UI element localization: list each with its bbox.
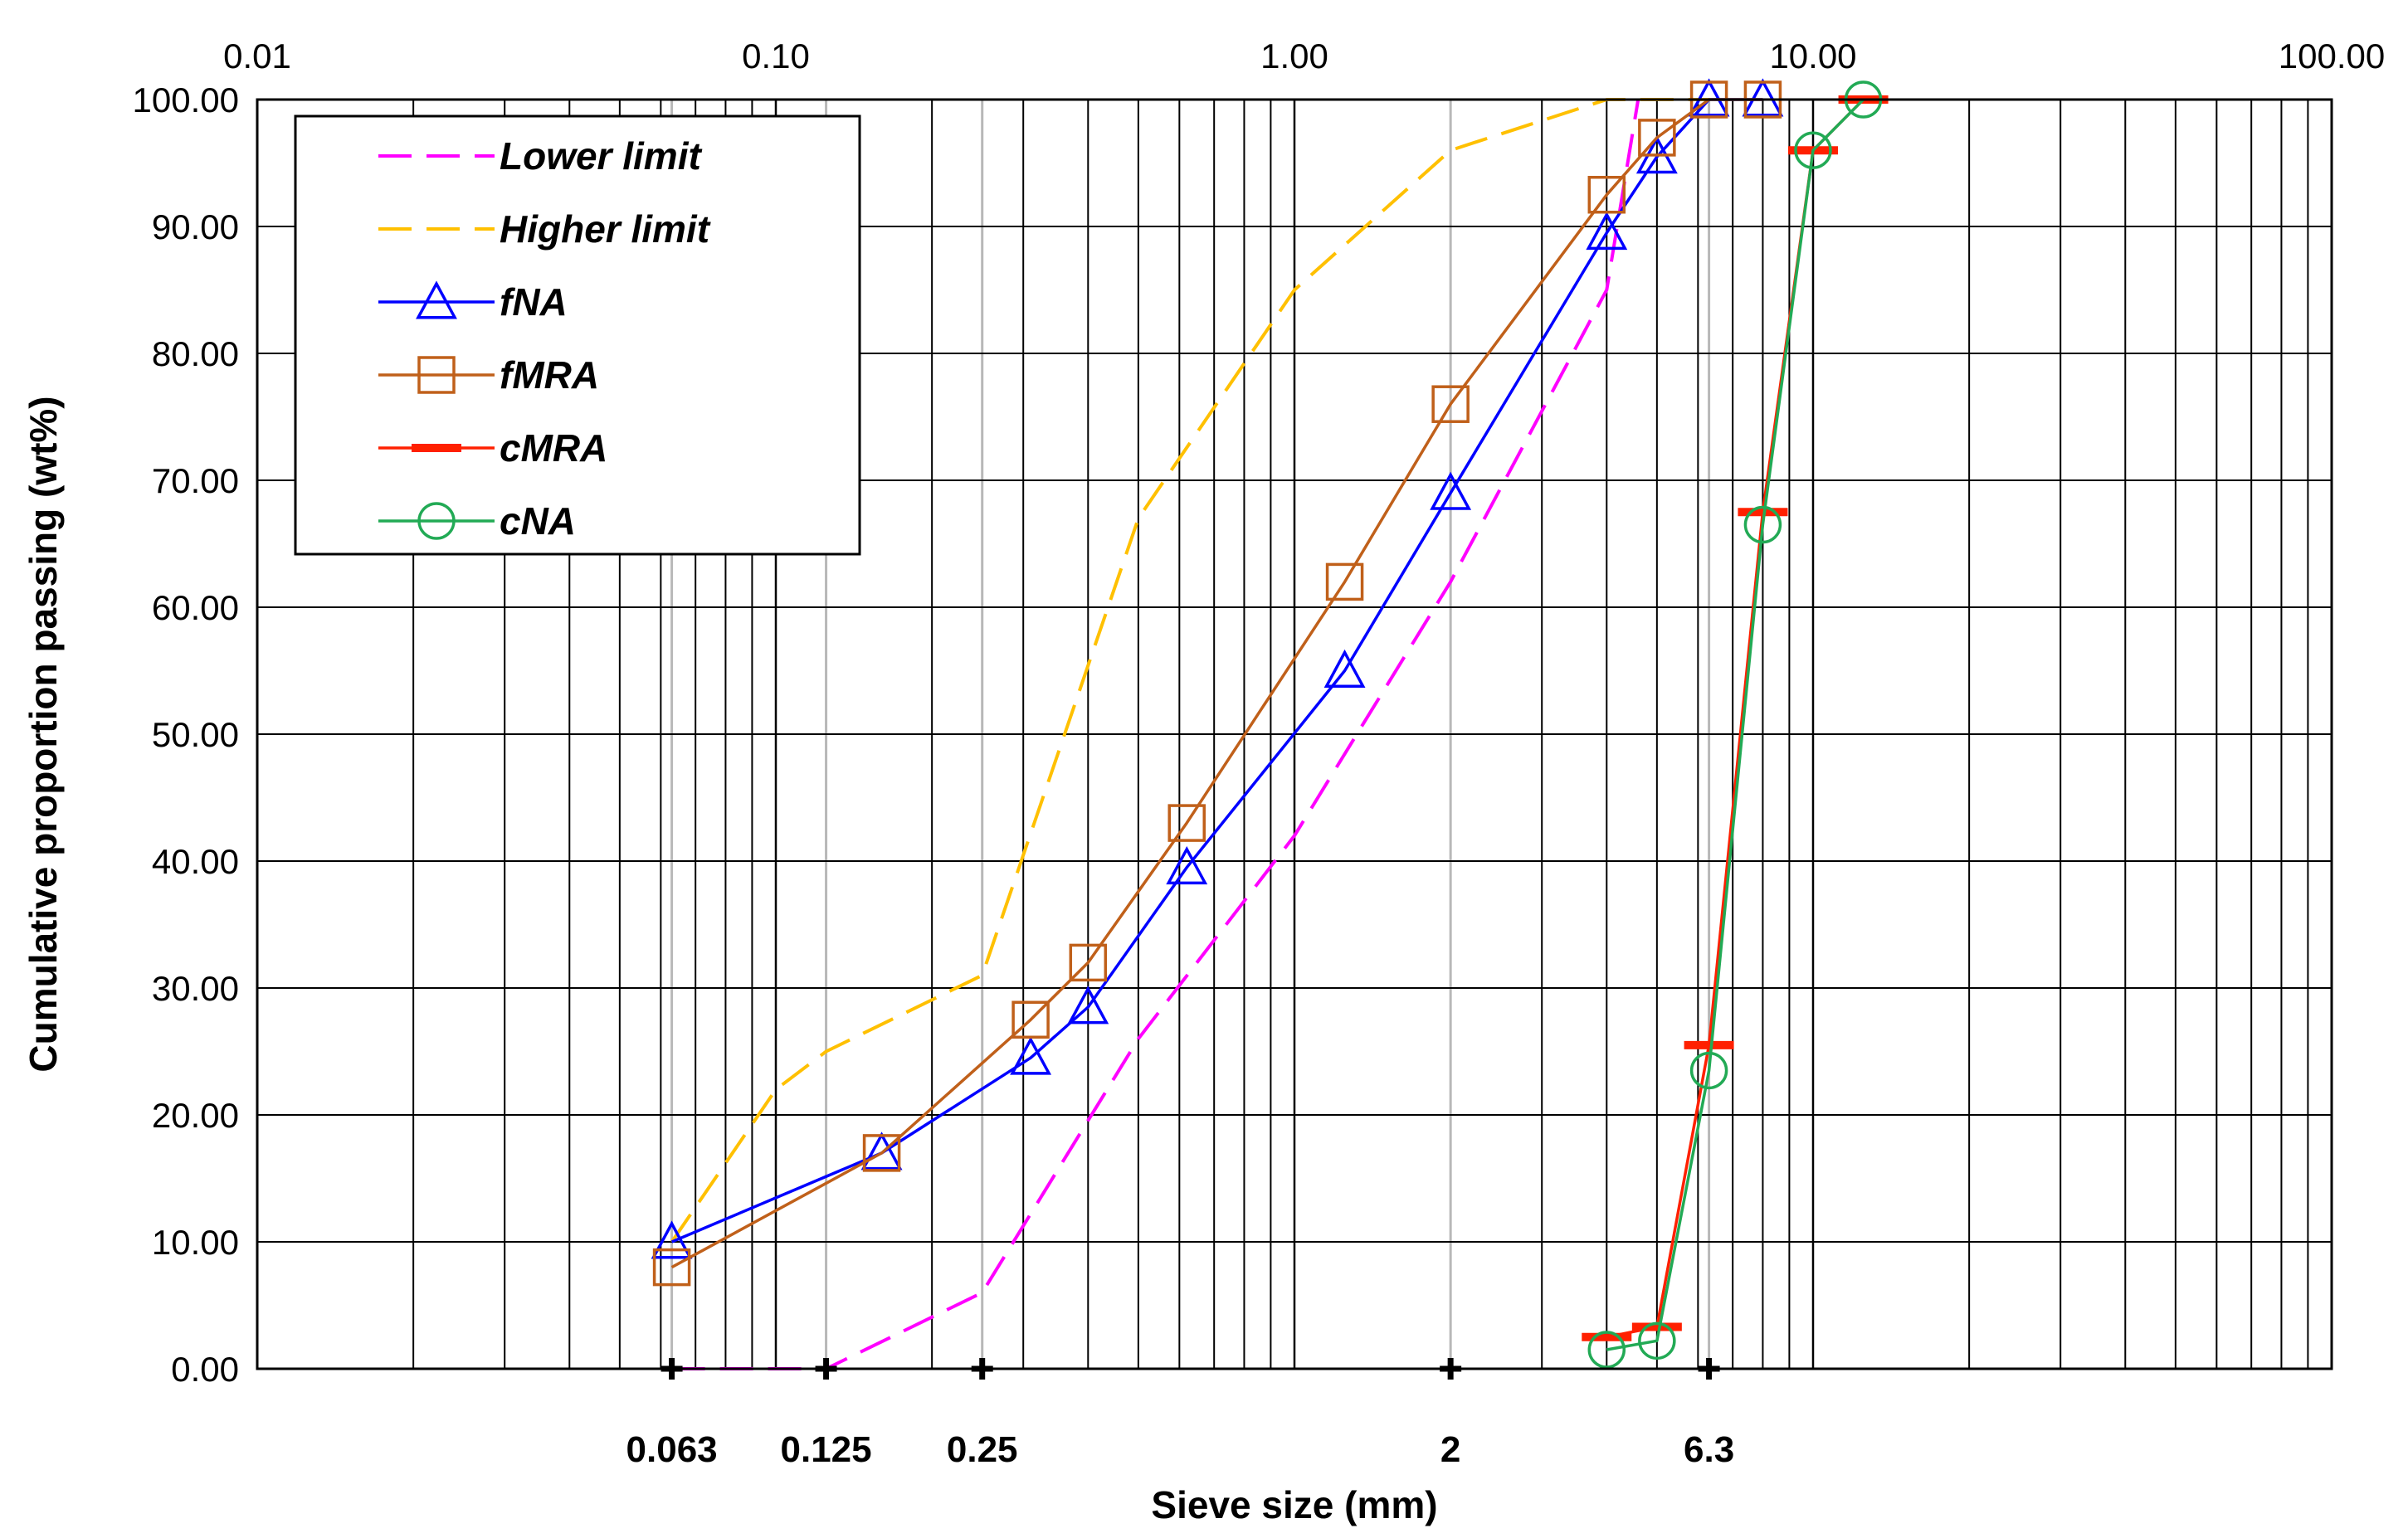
sieve-marker — [1440, 1358, 1462, 1380]
x-axis-sieve-ticks: 0.063 0.125 0.25 2 6.3 — [626, 1358, 1734, 1470]
data-point-triangle — [1430, 471, 1472, 510]
y-tick-label: 20.00 — [152, 1096, 239, 1135]
y-tick-label: 90.00 — [152, 207, 239, 246]
data-point-square — [417, 356, 456, 394]
y-axis-ticks: 0.00 10.00 20.00 30.00 40.00 50.00 60.00 70.00 8… — [133, 80, 239, 1389]
y-tick-label: 100.00 — [133, 80, 239, 119]
data-point-square — [862, 1134, 901, 1172]
y-axis-title: Cumulative proportion passing (wt%) — [22, 396, 65, 1072]
data-point-circle — [417, 502, 456, 540]
sieve-marker — [1698, 1358, 1720, 1380]
x-axis-top-ticks: 0.01 0.10 1.00 10.00 100.00 — [223, 37, 2385, 75]
legend-label: cNA — [500, 499, 576, 543]
sieve-tick-label: 0.25 — [947, 1429, 1018, 1470]
data-point-square — [1167, 804, 1206, 842]
data-point-square — [1325, 562, 1364, 601]
data-point-square — [1069, 943, 1108, 982]
data-point-triangle — [1586, 211, 1628, 251]
x-tick-label-top: 1.00 — [1260, 37, 1328, 75]
x-tick-label-top: 10.00 — [1769, 37, 1856, 75]
series-layer — [651, 78, 1889, 1370]
data-point-square — [652, 1248, 691, 1287]
y-tick-label: 50.00 — [152, 715, 239, 754]
legend-box — [294, 114, 861, 556]
legend-label: Lower limit — [500, 134, 702, 178]
legend-label: Higher limit — [500, 207, 711, 251]
series-line — [1606, 98, 1864, 1351]
y-tick-label: 30.00 — [152, 969, 239, 1008]
y-tick-label: 60.00 — [152, 588, 239, 627]
y-tick-label: 80.00 — [152, 334, 239, 373]
data-point-triangle — [860, 1132, 903, 1171]
data-point-triangle — [1010, 1036, 1052, 1075]
data-point-circle — [1689, 1051, 1728, 1090]
sieve-marker — [971, 1358, 993, 1380]
data-point-triangle — [416, 280, 457, 319]
plot-frame — [256, 98, 2333, 1370]
legend-label: cMRA — [500, 426, 607, 470]
x-axis-title: Sieve size (mm) — [1151, 1483, 1437, 1526]
data-point-circle — [1794, 131, 1832, 169]
data-point-square — [1431, 385, 1470, 423]
y-tick-label: 40.00 — [152, 842, 239, 881]
data-point-square — [1587, 176, 1626, 214]
data-point-triangle — [651, 1220, 693, 1259]
sieve-marker — [660, 1358, 683, 1380]
data-point-triangle — [1166, 845, 1208, 885]
sieve-tick-label: 2 — [1440, 1429, 1460, 1470]
y-tick-label: 0.00 — [171, 1350, 239, 1389]
sieve-tick-label: 0.125 — [781, 1429, 872, 1470]
legend: Lower limit Higher limit fNA fMRA cMRA cNA — [294, 114, 861, 556]
sieve-tick-label: 6.3 — [1684, 1429, 1734, 1470]
series-higher-limit — [670, 98, 1709, 1244]
data-point-circle — [1587, 1331, 1626, 1369]
data-point-square — [1011, 1000, 1050, 1039]
x-tick-label-top: 0.10 — [742, 37, 810, 75]
series-cna — [1587, 80, 1883, 1369]
legend-label: fMRA — [500, 353, 599, 397]
data-point-triangle — [1323, 649, 1366, 688]
series-fmra — [652, 80, 1782, 1287]
series-line — [670, 98, 1709, 1244]
data-point-circle — [1638, 1321, 1676, 1360]
y-tick-label: 10.00 — [152, 1223, 239, 1262]
series-line — [671, 99, 1640, 1370]
sieve-tick-label: 0.063 — [626, 1429, 718, 1470]
data-point-circle — [1743, 505, 1782, 544]
legend-label: fNA — [500, 280, 568, 324]
y-tick-label: 70.00 — [152, 461, 239, 500]
series-lower-limit — [671, 99, 1640, 1370]
sieve-marker — [815, 1358, 837, 1380]
x-tick-label-top: 100.00 — [2279, 37, 2385, 75]
data-point-square — [1638, 119, 1676, 157]
data-point-triangle — [1067, 986, 1109, 1025]
x-tick-label-top: 0.01 — [223, 37, 291, 75]
